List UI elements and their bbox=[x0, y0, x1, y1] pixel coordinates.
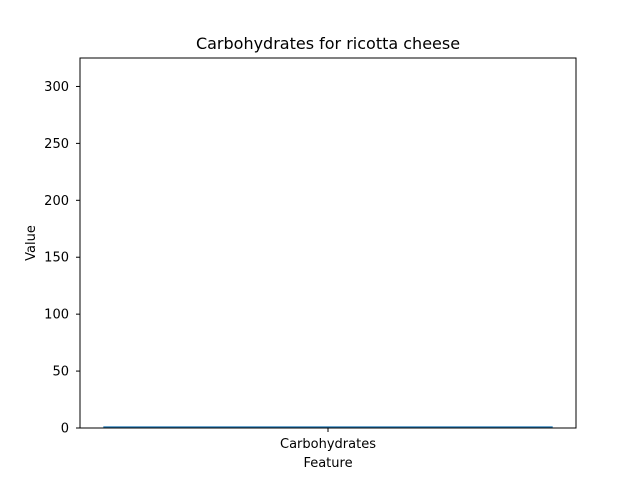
y-tick-label: 250 bbox=[44, 137, 69, 152]
chart-title: Carbohydrates for ricotta cheese bbox=[196, 34, 460, 53]
x-tick-label: Carbohydrates bbox=[280, 437, 376, 452]
x-axis-label: Feature bbox=[303, 456, 352, 471]
y-tick-label: 200 bbox=[44, 194, 69, 209]
bars-group bbox=[103, 426, 553, 428]
y-tick-label: 150 bbox=[44, 251, 69, 266]
y-tick-label: 50 bbox=[52, 365, 69, 380]
y-axis-label: Value bbox=[24, 225, 39, 261]
x-axis-ticks: Carbohydrates bbox=[280, 428, 376, 452]
y-axis-ticks: 0 50 100 150 200 250 300 bbox=[44, 80, 80, 437]
y-tick-label: 300 bbox=[44, 80, 69, 95]
y-tick-label: 0 bbox=[61, 422, 69, 437]
bar-carbohydrates bbox=[103, 426, 553, 428]
y-tick-label: 100 bbox=[44, 308, 69, 323]
